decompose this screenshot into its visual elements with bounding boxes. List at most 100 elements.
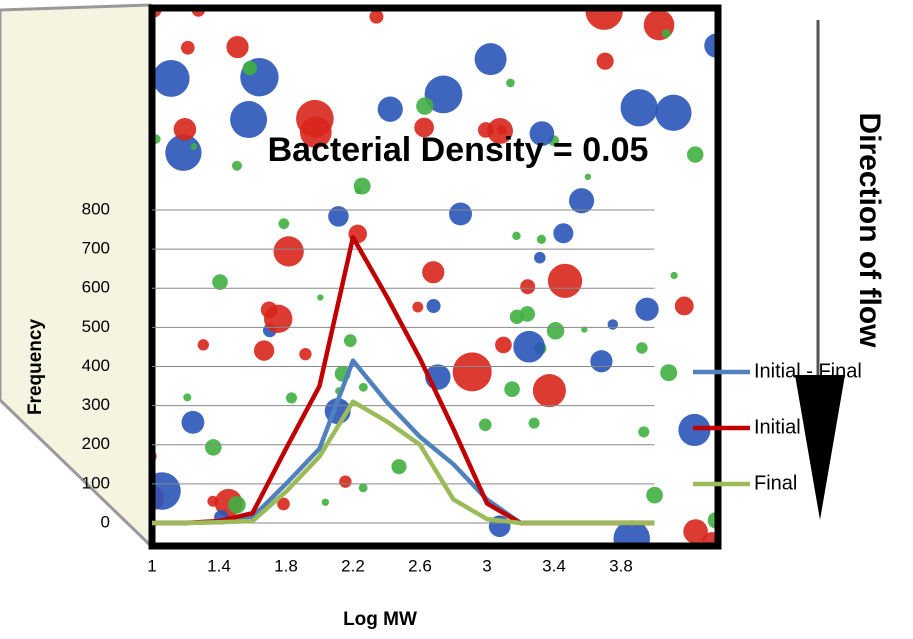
background-dot	[638, 426, 650, 438]
background-dot	[321, 498, 330, 506]
background-dot	[207, 495, 219, 507]
background-dot	[416, 97, 434, 115]
flow-annotation: Direction of flow	[853, 113, 886, 349]
background-dot	[528, 417, 540, 429]
background-dot	[585, 8, 623, 30]
x-tick-label: 3.8	[609, 556, 633, 575]
background-image	[0, 3, 845, 550]
background-dot	[568, 188, 595, 214]
background-dot	[328, 206, 349, 227]
background-dot	[478, 418, 492, 432]
background-dot	[230, 101, 268, 138]
background-dot	[546, 322, 565, 340]
y-tick-label: 400	[82, 356, 110, 375]
legend-label: Final	[754, 472, 797, 494]
background-dot	[317, 294, 324, 301]
background-dot	[253, 340, 275, 361]
background-dot	[581, 326, 588, 333]
background-dot	[273, 236, 304, 267]
background-dot	[231, 160, 242, 171]
background-dot	[414, 117, 434, 138]
background-dot	[635, 297, 659, 321]
x-tick-label: 1.8	[274, 556, 298, 575]
background-dot	[590, 350, 613, 373]
series-line	[152, 399, 655, 526]
background-dot	[519, 306, 536, 322]
y-tick-label: 600	[82, 278, 110, 297]
background-dot	[205, 439, 222, 456]
background-dot	[358, 483, 368, 493]
background-dot	[299, 116, 332, 149]
background-dot	[226, 35, 249, 59]
x-tick-label: 3.4	[542, 556, 566, 575]
background-dot	[339, 475, 352, 488]
background-dot	[512, 231, 521, 241]
background-dot	[181, 410, 205, 434]
background-dot	[674, 296, 694, 316]
background-dot	[477, 122, 494, 138]
y-tick-label: 800	[82, 199, 110, 218]
background-dot	[358, 382, 368, 392]
background-dot	[596, 52, 614, 70]
background-dot	[277, 497, 290, 511]
background-dot	[607, 319, 619, 330]
background-dot	[212, 274, 228, 290]
background-dot	[391, 459, 407, 475]
y-tick-label: 100	[82, 473, 110, 492]
background-dot	[449, 202, 473, 226]
y-tick-label: 200	[82, 434, 110, 453]
background-dot	[536, 234, 547, 244]
background-dot	[474, 43, 507, 76]
x-tick-label: 1	[147, 556, 156, 575]
background-dot	[504, 381, 520, 397]
x-tick-label: 2.6	[408, 556, 432, 575]
background-dot	[152, 59, 190, 97]
background-dot	[553, 223, 574, 244]
background-dot	[369, 9, 384, 24]
background-dot	[687, 146, 704, 163]
x-axis-label: Log MW	[343, 609, 417, 630]
background-dot	[636, 342, 648, 354]
background-dot	[496, 124, 507, 135]
background-dot	[173, 118, 197, 141]
background-dot	[620, 89, 658, 127]
background-dot	[228, 495, 246, 514]
background-dot	[520, 279, 536, 295]
background-dot	[547, 263, 583, 298]
background-dot	[285, 392, 297, 404]
y-tick-label: 0	[101, 512, 110, 531]
background-dot	[513, 330, 545, 363]
background-dot	[534, 251, 546, 264]
background-dot	[197, 339, 209, 351]
background-dot	[422, 261, 445, 284]
background-dot	[532, 374, 566, 408]
background-dot	[183, 393, 192, 402]
background-dot	[180, 40, 195, 55]
x-tick-label: 3	[482, 556, 491, 575]
background-dot	[661, 29, 671, 38]
background-dot	[426, 298, 441, 314]
background-dot	[655, 94, 692, 131]
background-dot	[584, 173, 592, 181]
background-dot	[529, 121, 555, 146]
y-tick-label: 500	[82, 317, 110, 336]
background-dot	[495, 336, 512, 354]
x-tick-label: 2.2	[341, 556, 365, 575]
background-dot	[646, 486, 663, 504]
y-axis-label: Frequency	[25, 319, 46, 416]
background-dot	[190, 143, 198, 150]
background-dot	[424, 75, 463, 114]
background-dot	[377, 96, 403, 122]
background-dot	[670, 271, 678, 280]
y-tick-label: 300	[82, 395, 110, 414]
background-dot	[343, 334, 357, 347]
background-dot	[263, 304, 293, 334]
background-dot	[452, 352, 492, 392]
background-dot	[278, 218, 290, 230]
background-dot	[299, 347, 312, 361]
background-dot	[152, 472, 181, 510]
background-dot	[613, 520, 651, 546]
legend-label: Initial	[754, 416, 801, 438]
background-dot	[412, 301, 424, 313]
